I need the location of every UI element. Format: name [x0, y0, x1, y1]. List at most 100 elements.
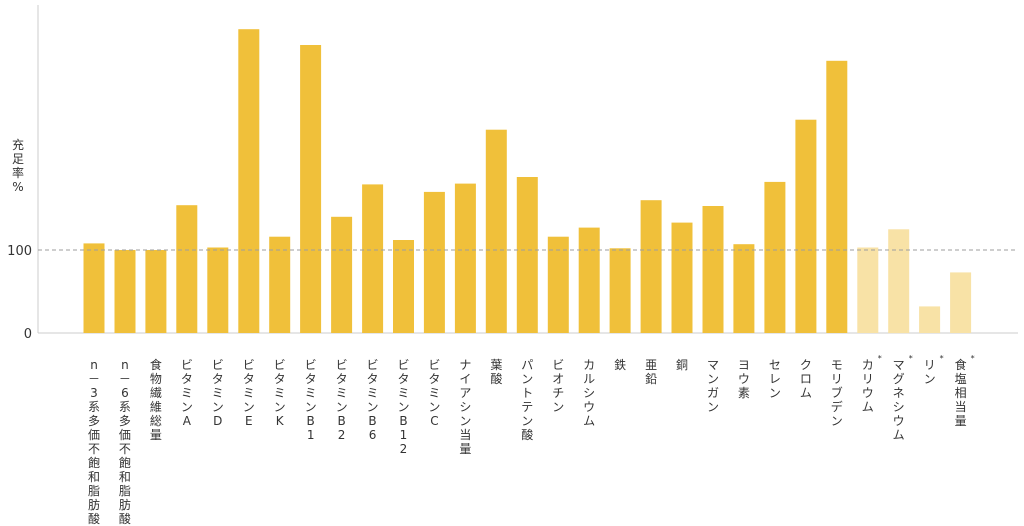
category-label-char: 酸	[490, 372, 503, 386]
category-label: 食塩相当量 *	[952, 355, 975, 429]
asterisk-mark: *	[939, 354, 944, 363]
category-label-char: グ	[892, 372, 905, 386]
category-label-char: タ	[273, 372, 286, 386]
category-label-char: イ	[459, 372, 472, 386]
category-label-char: A	[182, 414, 191, 428]
bar-18	[640, 200, 662, 333]
category-label-char: 酸	[521, 428, 534, 442]
y-axis-label: 充足率%	[10, 138, 26, 194]
category-label-char: D	[213, 414, 223, 428]
category-label: マグネシウム *	[890, 355, 913, 443]
bar-22	[764, 181, 786, 333]
category-label-char: タ	[211, 372, 224, 386]
category-label: ビオチン	[549, 358, 567, 414]
bar-19	[671, 222, 693, 333]
category-label-char: 6	[368, 428, 377, 442]
category-label-char: ト	[521, 386, 534, 400]
category-label-char: リ	[830, 372, 843, 386]
category-label-char: ウ	[861, 386, 874, 400]
category-label-char: タ	[242, 372, 255, 386]
category-label-char: 維	[149, 400, 162, 414]
bar-3	[176, 205, 198, 333]
category-label: 食物繊維総量	[147, 358, 165, 442]
category-label-char: 鉛	[645, 372, 658, 386]
category-label-char: ビ	[242, 358, 255, 372]
category-label-char: ン	[768, 386, 781, 400]
y-axis-label-char: 充	[11, 138, 24, 152]
category-label-char: チ	[552, 386, 565, 400]
category-label-char: ク	[799, 358, 812, 372]
category-label-char: 多	[118, 414, 131, 428]
category-label-char: ビ	[180, 358, 193, 372]
category-label-char: 価	[87, 428, 100, 442]
category-label-char: ミ	[180, 386, 193, 400]
category-label-char: ビ	[211, 358, 224, 372]
category-label-char: ビ	[397, 358, 410, 372]
category-label-char: C	[430, 414, 439, 428]
category-label: 鉄	[611, 358, 629, 372]
category-label-char: デ	[830, 400, 843, 414]
category-label-char: 酸	[87, 512, 100, 526]
category-label-char: マ	[706, 358, 719, 372]
category-label-char: 1	[399, 428, 408, 442]
category-label-char: ル	[583, 372, 596, 386]
category-label: 葉酸	[487, 358, 505, 386]
bar-24	[826, 60, 848, 334]
category-label-char: 塩	[954, 372, 967, 386]
bar-13	[485, 129, 507, 333]
category-label-char: テ	[521, 400, 534, 414]
category-label-char: 6	[121, 386, 129, 400]
category-label-char: タ	[335, 372, 348, 386]
category-label-char: ミ	[397, 386, 410, 400]
category-label-char: 不	[118, 442, 131, 456]
category-label-char: ミ	[366, 386, 379, 400]
category-label: カリウム *	[859, 355, 882, 415]
bar-26	[888, 229, 910, 334]
asterisk-mark: *	[877, 354, 882, 363]
category-label-char: ム	[583, 414, 596, 428]
y-axis-label-char: 率	[11, 166, 24, 180]
y-axis-label-char: %	[12, 180, 24, 194]
category-label: モリブデン	[828, 358, 846, 428]
category-label-char: 当	[459, 428, 472, 442]
category-label-char: リ	[923, 358, 936, 372]
category-label-char: 相	[954, 386, 967, 400]
category-label-char: ン	[830, 414, 843, 428]
bar-27	[919, 306, 941, 333]
category-label-char: －	[118, 372, 131, 386]
category-label-char: ミ	[273, 386, 286, 400]
category-label-char: ム	[799, 386, 812, 400]
category-label-char: 不	[87, 442, 100, 456]
category-label-char: 3	[90, 386, 98, 400]
category-label-char: 食	[149, 358, 162, 372]
category-label-char: タ	[366, 372, 379, 386]
category-label-char: 飽	[87, 456, 100, 470]
category-label: セレン	[766, 358, 784, 400]
category-label: マンガン	[704, 358, 722, 414]
bar-20	[702, 206, 724, 333]
category-label-char: ン	[428, 400, 441, 414]
category-label-char: ム	[861, 400, 874, 414]
category-label-char: 繊	[149, 386, 162, 400]
bar-6	[269, 236, 291, 333]
category-label-char: タ	[304, 372, 317, 386]
bar-0	[83, 243, 105, 333]
category-label: パントテン酸	[518, 358, 536, 442]
category-label-char: ロ	[799, 372, 812, 386]
category-label-char: ガ	[706, 386, 719, 400]
category-label-char: ビ	[366, 358, 379, 372]
bar-21	[733, 244, 755, 333]
category-label-char: ン	[706, 400, 719, 414]
category-label-char: ン	[304, 400, 317, 414]
bar-14	[516, 177, 538, 333]
category-label-char: B	[306, 414, 315, 428]
category-label-char: 系	[118, 400, 131, 414]
category-label-char: ン	[242, 400, 255, 414]
category-label-char: ウ	[583, 400, 596, 414]
asterisk-mark: *	[908, 354, 913, 363]
bar-12	[454, 183, 476, 333]
category-label-char: モ	[830, 358, 843, 372]
